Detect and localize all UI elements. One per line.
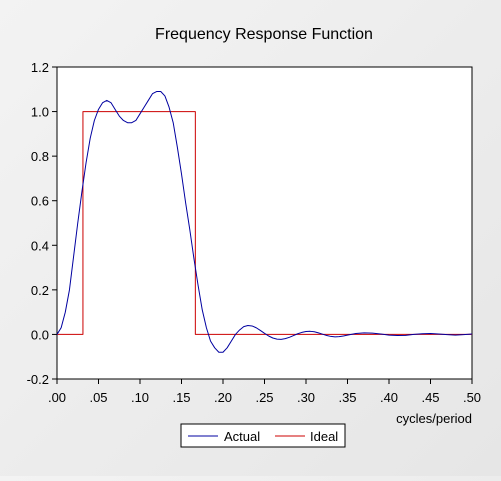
chart-title: Frequency Response Function [155,26,373,43]
plot-frame [56,66,473,380]
legend-box [180,423,346,448]
legend-label-ideal: Ideal [310,429,338,444]
x-tick-label: .30 [297,390,315,405]
x-tick-label: .35 [338,390,356,405]
y-tick-label: 1.2 [31,60,49,75]
y-tick-label: 0.8 [31,149,49,164]
x-tick-label: .25 [255,390,273,405]
series-line-actual [56,91,473,353]
x-axis-label: cycles/period [396,411,472,426]
x-tick-label: .50 [463,390,481,405]
axis-ticks: -0.2 0.0 0.2 0.4 0.6 0.8 1.0 1.2 .00 .05 .10 .15 .20… [27,60,481,405]
y-tick-label: 0.4 [31,238,49,253]
legend: Actual Ideal [180,423,346,448]
x-tick-label: .10 [131,390,149,405]
x-tick-label: .00 [48,390,66,405]
x-tick-label: .05 [89,390,107,405]
series-layer [56,91,473,353]
y-tick-label: 0.6 [31,194,49,209]
y-tick-label: 0.0 [31,327,49,342]
x-tick-label: .45 [421,390,439,405]
y-tick-label: 1.0 [31,105,49,120]
legend-label-actual: Actual [224,429,260,444]
y-tick-label: -0.2 [27,372,49,387]
series-line-ideal [57,111,472,335]
x-tick-label: .15 [172,390,190,405]
x-tick-label: .40 [380,390,398,405]
y-tick-label: 0.2 [31,283,49,298]
x-tick-label: .20 [214,390,232,405]
